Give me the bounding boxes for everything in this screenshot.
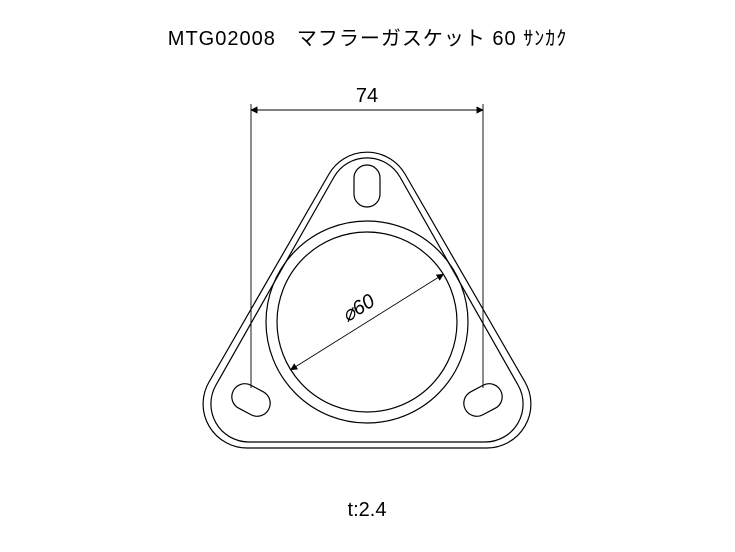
- thickness-note: t:2.4: [348, 499, 387, 521]
- dimension-diameter-value: ⌀60: [338, 290, 379, 327]
- bolt-hole-top: [354, 165, 380, 207]
- drawing-canvas: MTG02008 マフラーガスケット 60 ｻﾝｶｸ: [0, 0, 735, 552]
- dimension-pitch-value: 74: [356, 85, 378, 107]
- drawing-svg: 74 ⌀60 t:2.4: [0, 0, 735, 552]
- dimension-diameter: ⌀60: [291, 274, 444, 369]
- dimension-pitch: 74: [251, 85, 483, 388]
